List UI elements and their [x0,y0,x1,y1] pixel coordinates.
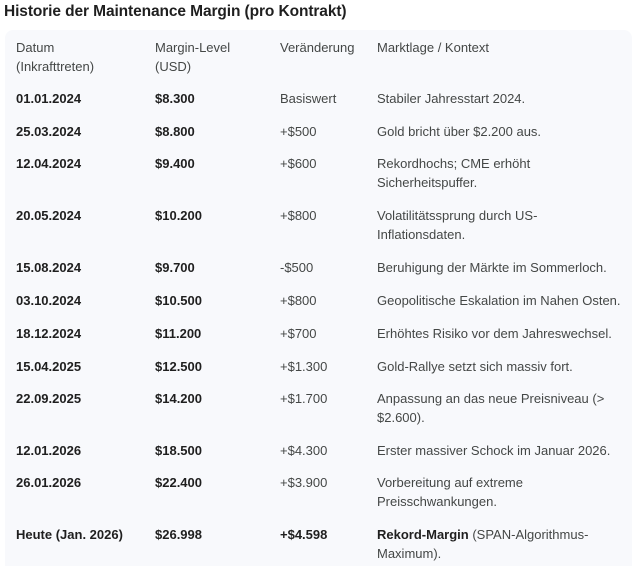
cell-margin-level: $10.200 [155,208,202,223]
cell-margin-level: $14.200 [155,391,202,406]
cell-change: +$500 [280,124,317,139]
cell-margin-level: $8.800 [155,124,195,139]
cell-change: +$3.900 [280,475,328,490]
cell-date: 03.10.2024 [16,293,82,308]
cell-date: 20.05.2024 [16,208,82,223]
cell-change: +$4.300 [280,443,328,458]
cell-change: +$1.300 [280,359,328,374]
cell-margin-level: $26.998 [155,527,202,542]
cell-margin-level: $18.500 [155,443,202,458]
record-margin-label: Rekord-Margin [377,527,469,542]
cell-margin-level: $8.300 [155,91,195,106]
margin-history-table: Datum (Inkrafttreten) Margin-Level (USD) V… [5,30,632,566]
cell-change: +$600 [280,156,317,171]
cell-context: Vorbereitung auf extreme Preisschwankunge… [377,475,523,509]
cell-date: 15.08.2024 [16,260,82,275]
cell-date: Heute (Jan. 2026) [16,527,123,542]
cell-change: +$800 [280,208,317,223]
cell-context: Beruhigung der Märkte im Sommerloch. [377,260,607,275]
header-date: Datum (Inkrafttreten) [16,40,95,74]
cell-date: 18.12.2024 [16,326,82,341]
cell-change: Basiswert [280,91,337,106]
cell-date: 15.04.2025 [16,359,82,374]
cell-context: Rekord-Margin (SPAN-Algorithmus- Maximum)… [377,527,589,561]
header-margin-level: Margin-Level (USD) [155,40,231,74]
cell-context: Erster massiver Schock im Januar 2026. [377,443,611,458]
cell-context: Rekordhochs; CME erhöht Sicherheitspuffer… [377,156,531,190]
cell-context: Stabiler Jahresstart 2024. [377,91,526,106]
cell-margin-level: $11.200 [155,326,202,341]
header-change: Veränderung [280,40,355,55]
cell-context: Geopolitische Eskalation im Nahen Osten. [377,293,621,308]
cell-margin-level: $22.400 [155,475,202,490]
cell-margin-level: $9.700 [155,260,195,275]
cell-margin-level: $9.400 [155,156,195,171]
cell-change: +$700 [280,326,317,341]
cell-change: -$500 [280,260,314,275]
cell-context: Erhöhtes Risiko vor dem Jahreswechsel. [377,326,612,341]
page-title: Historie der Maintenance Margin (pro Kon… [4,3,347,20]
cell-date: 22.09.2025 [16,391,82,406]
cell-context: Gold-Rallye setzt sich massiv fort. [377,359,573,374]
cell-date: 12.04.2024 [16,156,82,171]
cell-change: +$4.598 [280,527,328,542]
header-context: Marktlage / Kontext [377,40,489,55]
cell-change: +$1.700 [280,391,328,406]
cell-date: 12.01.2026 [16,443,82,458]
cell-date: 25.03.2024 [16,124,82,139]
cell-date: 01.01.2024 [16,91,82,106]
cell-date: 26.01.2026 [16,475,82,490]
cell-change: +$800 [280,293,317,308]
cell-context: Volatilitätssprung durch US- Inflationsda… [377,208,538,242]
cell-context: Anpassung an das neue Preisniveau (> $2.6… [377,391,605,425]
cell-margin-level: $12.500 [155,359,202,374]
cell-margin-level: $10.500 [155,293,202,308]
cell-context: Gold bricht über $2.200 aus. [377,124,542,139]
